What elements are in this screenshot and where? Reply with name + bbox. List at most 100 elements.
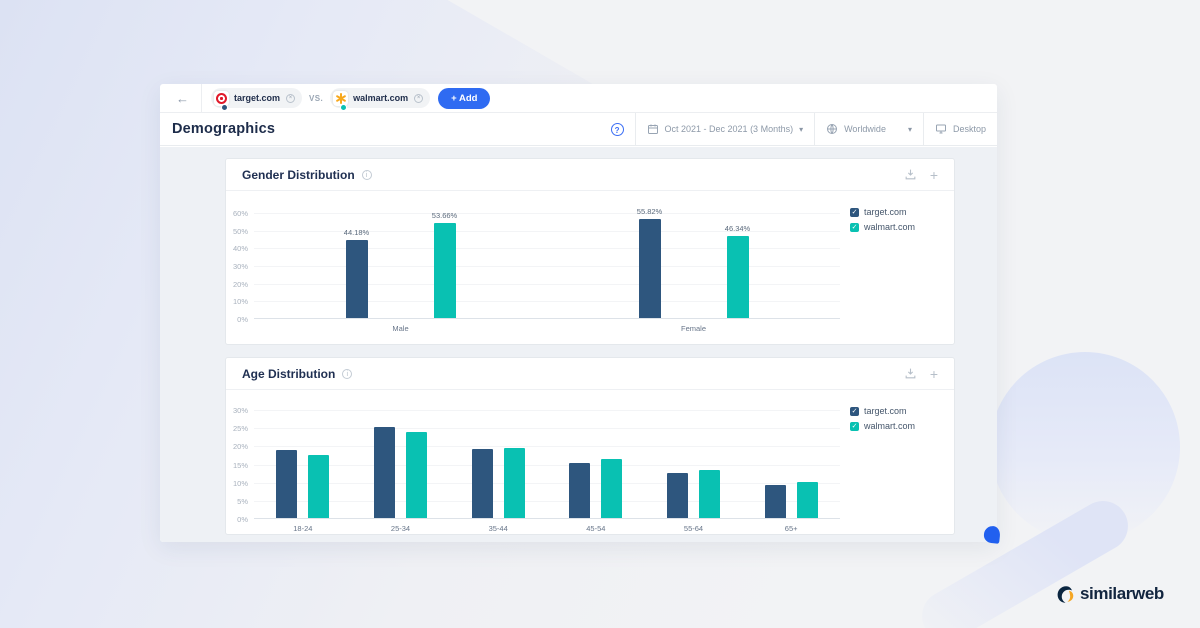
info-icon[interactable]: i [361, 169, 372, 180]
legend-item-walmart.com[interactable]: ✓ walmart.com [850, 222, 915, 232]
device-selector[interactable]: Desktop [922, 113, 997, 145]
bar-walmart.com-45-54 [601, 459, 623, 518]
age-chart-plot: 30% 25% 20% 15% 10% 5% 0% 18-24 25-34 35-44 45-54 5… [233, 406, 840, 533]
competitor-name: walmart.com [353, 93, 409, 103]
x-category-label: 55-64 [683, 524, 704, 533]
age-distribution-card: Age Distribution i + 30% 25% 20% 15% 10% 5% 0%… [225, 357, 955, 535]
help-icon[interactable]: ? [610, 122, 624, 136]
back-arrow-icon[interactable]: ← [176, 90, 189, 106]
y-tick-label: 10% [232, 297, 248, 307]
y-tick-label: 5% [237, 496, 248, 506]
date-range-value: Oct 2021 - Dec 2021 (3 Months) [664, 124, 794, 134]
bar-value-label: 55.82% [636, 207, 663, 216]
legend-checkbox: ✓ [850, 406, 859, 416]
age-chart-title: Age Distribution [242, 366, 336, 381]
similarweb-icon [1057, 585, 1074, 603]
page-header: Demographics ? Oct 2021 - Dec 2021 (3 Mo… [160, 113, 997, 146]
vs-label: VS. [309, 93, 324, 103]
y-tick-label: 20% [232, 279, 248, 289]
series-color-dot [340, 104, 348, 111]
remove-competitor-icon[interactable]: × [286, 93, 296, 103]
legend-item-walmart.com[interactable]: ✓ walmart.com [850, 421, 915, 431]
legend-item-target.com[interactable]: ✓ target.com [850, 207, 915, 217]
gridline [254, 428, 840, 430]
x-category-label: 35-44 [488, 524, 508, 533]
gridline [254, 301, 840, 303]
gridline [254, 464, 840, 466]
x-category-label: 25-34 [390, 524, 411, 533]
monitor-icon [935, 124, 946, 134]
y-tick-label: 0% [237, 515, 248, 524]
legend-label: target.com [864, 207, 907, 217]
info-icon[interactable]: i [342, 368, 353, 379]
competitor-chip-target[interactable]: target.com × [211, 88, 303, 111]
y-tick-label: 30% [232, 406, 248, 415]
page-title: Demographics [172, 121, 276, 137]
similarweb-wordmark: similarweb [1080, 584, 1164, 603]
bar-walmart.com-25-34 [406, 432, 427, 518]
bar-walmart.com-55-64 [699, 470, 720, 518]
decorative-blue-swoosh [983, 525, 1001, 544]
walmart-logo-icon [333, 90, 349, 106]
calendar-icon [647, 124, 658, 134]
age-chart-legend: ✓ target.com ✓ walmart.com [850, 406, 915, 431]
bar-walmart.com-Male [433, 223, 456, 318]
bar-target.com-55-64 [667, 473, 688, 518]
device-value: Desktop [952, 124, 986, 134]
bar-target.com-Female [638, 219, 661, 318]
y-tick-label: 40% [232, 244, 248, 254]
legend-checkbox: ✓ [850, 207, 859, 217]
add-competitor-button[interactable]: + Add [438, 87, 491, 109]
bar-walmart.com-35-44 [503, 448, 525, 518]
add-to-dashboard-icon[interactable]: + [929, 365, 938, 382]
bar-walmart.com-18-24 [308, 455, 330, 518]
gridline [254, 230, 840, 232]
add-to-dashboard-icon[interactable]: + [929, 166, 938, 183]
legend-label: target.com [864, 406, 907, 416]
gender-distribution-card: Gender Distribution i + 60% 50% 40% 30% 20% 1… [225, 158, 955, 345]
card-header: Gender Distribution i + [226, 159, 954, 191]
y-tick-label: 0% [237, 315, 248, 324]
legend-checkbox: ✓ [850, 222, 859, 232]
y-tick-label: 15% [232, 460, 248, 470]
remove-competitor-icon[interactable]: × [414, 93, 424, 103]
competitor-name: target.com [234, 93, 281, 103]
y-tick-label: 60% [232, 209, 248, 218]
chevron-down-icon: ▾ [799, 124, 804, 134]
bar-value-label: 44.18% [343, 228, 370, 237]
header-filters: ? Oct 2021 - Dec 2021 (3 Months) ▾ World… [610, 113, 997, 145]
gridline [254, 283, 840, 285]
region-value: Worldwide [844, 124, 886, 134]
legend-label: walmart.com [864, 421, 916, 431]
target-logo-icon [214, 90, 229, 106]
date-range-picker[interactable]: Oct 2021 - Dec 2021 (3 Months) ▾ [634, 113, 815, 145]
y-tick-label: 10% [232, 478, 248, 488]
bar-value-label: 53.66% [431, 211, 458, 220]
download-icon[interactable] [904, 367, 917, 380]
bar-value-label: 46.34% [724, 224, 751, 233]
gridline [254, 213, 840, 214]
gridline [254, 266, 840, 267]
x-category-label: Male [392, 324, 409, 333]
x-category-label: 45-54 [586, 524, 606, 533]
bar-target.com-45-54 [569, 463, 591, 518]
y-tick-label: 50% [232, 226, 248, 236]
legend-label: walmart.com [864, 222, 916, 232]
bar-walmart.com-65+ [796, 482, 818, 518]
chevron-down-icon: ▾ [907, 124, 912, 134]
similarweb-logo: similarweb [1056, 584, 1164, 604]
legend-item-target.com[interactable]: ✓ target.com [850, 406, 915, 416]
y-tick-label: 20% [232, 442, 248, 452]
bar-target.com-Male [345, 240, 368, 318]
competitor-chip-walmart[interactable]: walmart.com × [330, 88, 431, 111]
region-selector[interactable]: Worldwide ▾ [814, 113, 923, 145]
card-header: Age Distribution i + [226, 358, 954, 390]
series-color-dot [221, 104, 228, 111]
bar-target.com-25-34 [374, 427, 395, 518]
globe-icon [827, 124, 838, 134]
x-category-label: 18-24 [293, 524, 313, 533]
gender-chart-title: Gender Distribution [242, 167, 355, 182]
bar-target.com-65+ [764, 485, 786, 518]
download-icon[interactable] [904, 168, 917, 181]
